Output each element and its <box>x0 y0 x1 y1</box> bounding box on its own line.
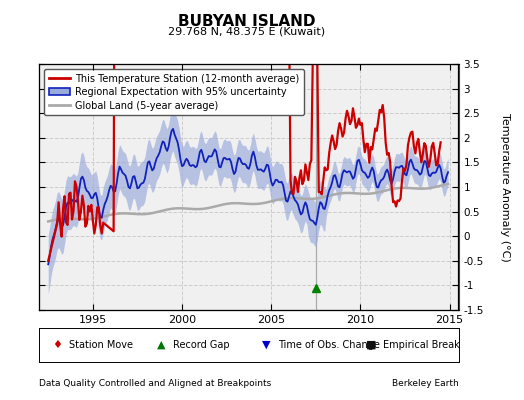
Text: Data Quality Controlled and Aligned at Breakpoints: Data Quality Controlled and Aligned at B… <box>39 379 271 388</box>
Text: BUBYAN ISLAND: BUBYAN ISLAND <box>178 14 315 29</box>
Text: Time of Obs. Change: Time of Obs. Change <box>278 340 380 350</box>
Y-axis label: Temperature Anomaly (°C): Temperature Anomaly (°C) <box>500 113 510 261</box>
Text: ▼: ▼ <box>261 340 270 350</box>
Text: Station Move: Station Move <box>69 340 133 350</box>
Text: Empirical Break: Empirical Break <box>383 340 460 350</box>
Text: ▲: ▲ <box>157 340 165 350</box>
Text: Record Gap: Record Gap <box>173 340 230 350</box>
Legend: This Temperature Station (12-month average), Regional Expectation with 95% uncer: This Temperature Station (12-month avera… <box>44 69 304 115</box>
Text: ♦: ♦ <box>52 340 62 350</box>
Text: Berkeley Earth: Berkeley Earth <box>392 379 458 388</box>
Text: 29.768 N, 48.375 E (Kuwait): 29.768 N, 48.375 E (Kuwait) <box>168 26 325 36</box>
Text: ■: ■ <box>366 340 377 350</box>
